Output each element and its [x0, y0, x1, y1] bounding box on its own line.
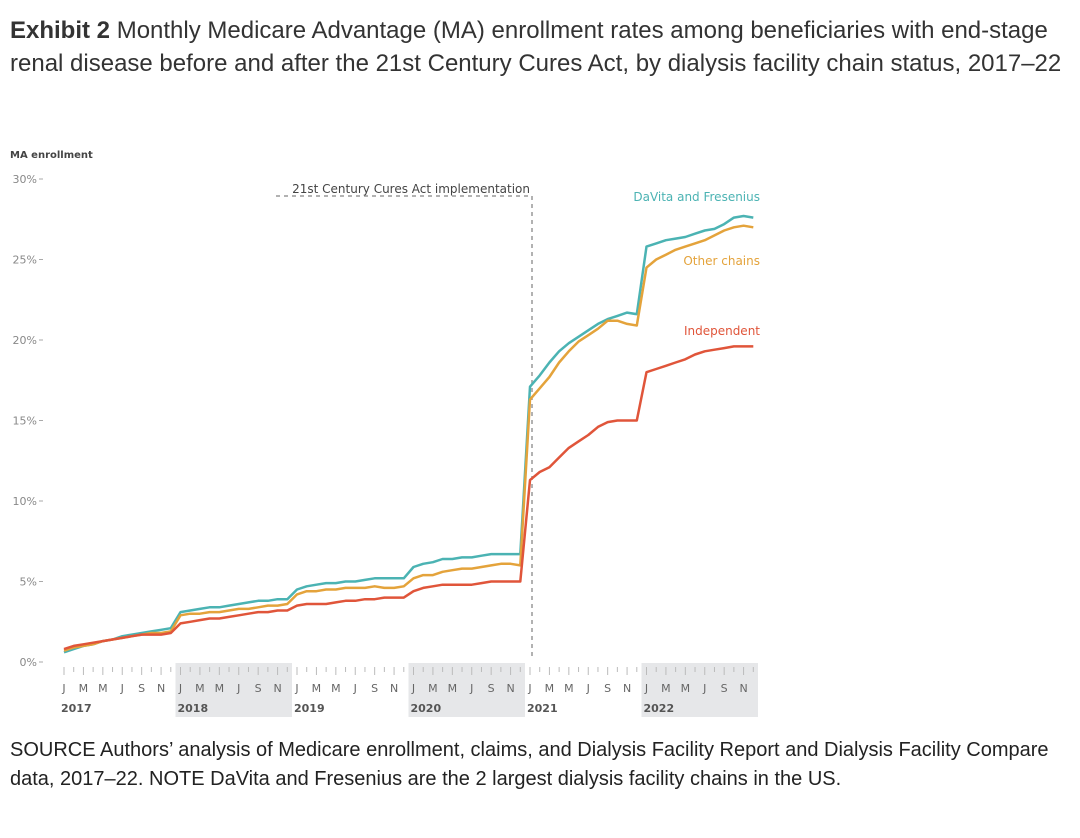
x-tick-label: J	[469, 682, 473, 695]
series-line-0	[63, 214, 754, 654]
year-band-2022	[641, 663, 758, 717]
title-text: Monthly Medicare Advantage (MA) enrollme…	[10, 17, 1062, 77]
x-tick-label: N	[273, 682, 281, 695]
y-tick-label: 15%	[13, 415, 37, 428]
x-tick-label: M	[448, 682, 458, 695]
x-tick-label: M	[79, 682, 89, 695]
x-tick-label: J	[294, 682, 298, 695]
x-tick-label: M	[331, 682, 341, 695]
chart-title: Exhibit 2 Monthly Medicare Advantage (MA…	[10, 14, 1070, 80]
x-year-label: 2019	[294, 702, 325, 715]
x-tick-label: S	[255, 682, 262, 695]
year-band-2018	[175, 663, 292, 717]
year-band-2020	[408, 663, 525, 717]
x-tick-label: N	[506, 682, 514, 695]
x-tick-label: J	[120, 682, 124, 695]
x-year-label: 2017	[61, 702, 92, 715]
exhibit-label: Exhibit 2	[10, 17, 111, 44]
x-tick-label: S	[604, 682, 611, 695]
series-label: Other chains	[683, 254, 760, 268]
x-tick-label: M	[98, 682, 108, 695]
x-tick-label: N	[157, 682, 165, 695]
source-note: SOURCE Authors’ analysis of Medicare enr…	[10, 739, 1049, 790]
x-tick-label: S	[138, 682, 145, 695]
x-tick-label: N	[390, 682, 398, 695]
y-tick-label: 30%	[13, 173, 37, 186]
x-tick-label: M	[195, 682, 205, 695]
x-tick-label: J	[527, 682, 531, 695]
x-year-label: 2022	[644, 702, 675, 715]
x-tick-label: J	[702, 682, 706, 695]
x-tick-label: J	[411, 682, 415, 695]
x-tick-label: J	[353, 682, 357, 695]
y-tick-label: 20%	[13, 334, 37, 347]
x-tick-label: S	[721, 682, 728, 695]
x-year-label: 2020	[411, 702, 442, 715]
x-tick-label: M	[545, 682, 555, 695]
annotation-dashed-line	[276, 195, 533, 660]
x-tick-label: J	[61, 682, 65, 695]
y-tick-label: 10%	[13, 495, 37, 508]
x-tick-label: M	[428, 682, 438, 695]
series-label: Independent	[684, 324, 760, 338]
x-tick-label: N	[623, 682, 631, 695]
x-tick-label: M	[312, 682, 322, 695]
y-axis-label: MA enrollment	[10, 150, 93, 161]
x-tick-label: S	[488, 682, 495, 695]
x-tick-label: M	[564, 682, 574, 695]
x-tick-label: J	[236, 682, 240, 695]
y-tick-label: 0%	[20, 656, 37, 669]
x-year-label: 2021	[527, 702, 558, 715]
x-tick-label: J	[644, 682, 648, 695]
series-line-1	[63, 224, 754, 652]
x-tick-label: J	[586, 682, 590, 695]
y-tick-label: 25%	[13, 254, 37, 267]
x-tick-label: N	[739, 682, 747, 695]
x-year-label: 2018	[178, 702, 209, 715]
series-label: DaVita and Fresenius	[633, 190, 760, 204]
series-line-2	[63, 345, 754, 651]
x-tick-label: M	[215, 682, 225, 695]
y-tick-label: 5%	[20, 576, 37, 589]
x-tick-label: J	[178, 682, 182, 695]
x-tick-label: M	[661, 682, 671, 695]
annotation-label: 21st Century Cures Act implementation	[292, 182, 530, 196]
x-tick-label: S	[371, 682, 378, 695]
x-tick-label: M	[681, 682, 691, 695]
